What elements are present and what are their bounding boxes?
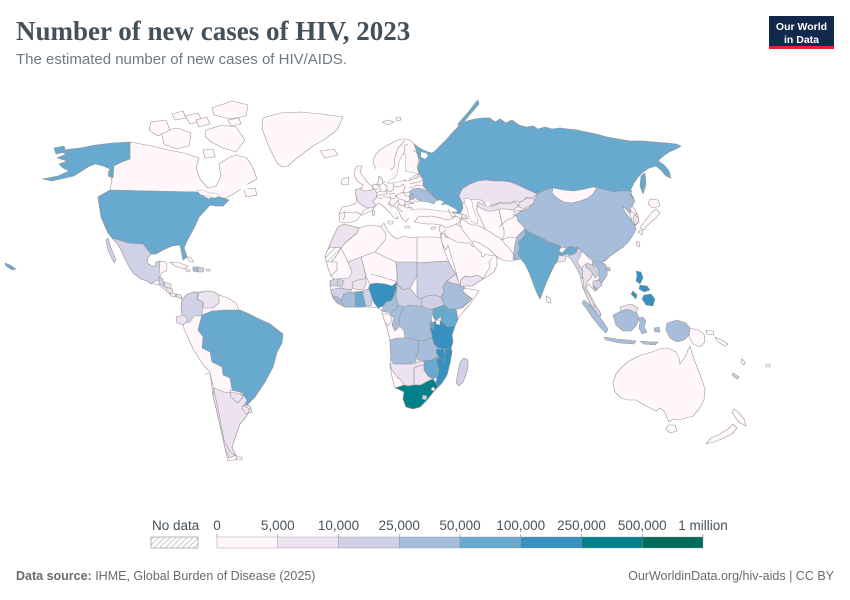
svg-text:5,000: 5,000 (261, 518, 295, 533)
svg-text:50,000: 50,000 (439, 518, 480, 533)
svg-text:25,000: 25,000 (379, 518, 420, 533)
svg-text:10,000: 10,000 (318, 518, 359, 533)
svg-text:500,000: 500,000 (618, 518, 667, 533)
svg-text:0: 0 (213, 518, 221, 533)
svg-text:100,000: 100,000 (496, 518, 545, 533)
svg-text:No data: No data (152, 518, 200, 533)
svg-text:250,000: 250,000 (557, 518, 606, 533)
svg-text:1 million: 1 million (678, 518, 728, 533)
